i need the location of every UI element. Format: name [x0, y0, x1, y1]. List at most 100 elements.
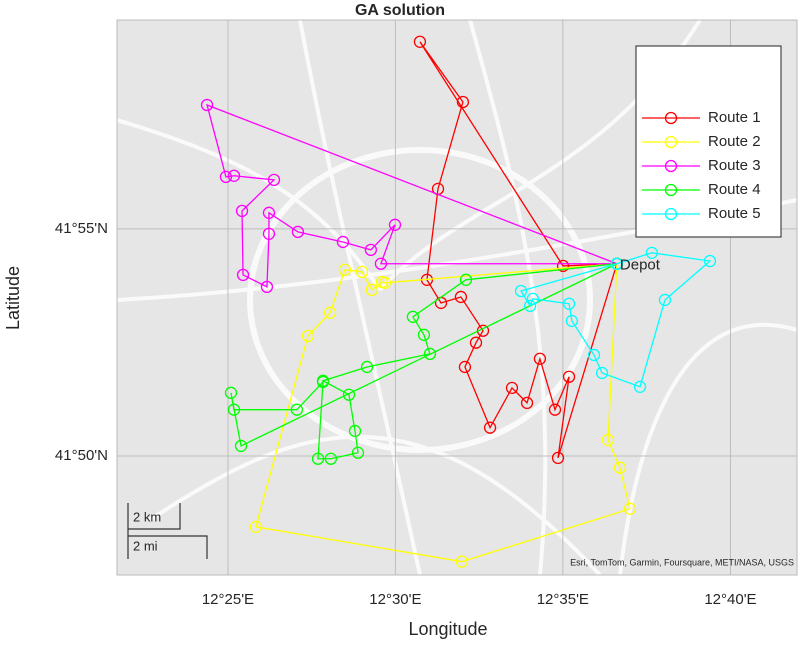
legend-label: Route 3 — [708, 157, 761, 174]
route-stop — [355, 265, 369, 279]
grid — [117, 20, 797, 575]
route-stop — [633, 380, 647, 393]
route-stop — [562, 370, 576, 383]
route-stop — [703, 254, 717, 268]
route-stop — [291, 225, 305, 239]
y-tick-label: 41°55'N — [55, 220, 108, 237]
route-stop — [526, 292, 540, 306]
route-stop — [351, 446, 365, 459]
route-stop — [227, 169, 241, 182]
route-stop — [360, 360, 374, 374]
x-tick-label: 12°35'E — [537, 591, 589, 608]
legend-marker — [664, 183, 678, 197]
attribution: Esri, TomTom, Garmin, Foursquare, METI/N… — [570, 557, 794, 567]
chart-title: GA solution — [355, 2, 445, 19]
route-line — [255, 263, 631, 563]
legend-label: Route 2 — [708, 133, 761, 150]
legend-label: Route 5 — [708, 205, 761, 222]
legend-marker — [664, 135, 678, 149]
legend-label: Route 1 — [708, 109, 761, 126]
route-stop — [551, 451, 565, 465]
annotation: Depot — [620, 257, 661, 274]
route-line — [206, 103, 618, 288]
route-stop — [610, 257, 624, 270]
route-stop — [533, 352, 547, 365]
route-stop — [316, 375, 330, 389]
route-stop — [338, 263, 352, 276]
route-stop — [587, 348, 601, 362]
legend: Route 1 Route 2 Route 3 Route 4 Route 5 — [635, 45, 782, 238]
route-stop — [455, 555, 469, 568]
x-tick-label: 12°25'E — [202, 591, 254, 608]
route-stop — [417, 328, 431, 341]
route-stop — [311, 452, 325, 465]
route-stop — [348, 424, 362, 438]
route-stop — [458, 360, 472, 374]
route-stop — [227, 403, 241, 416]
x-tick-label: 12°30'E — [369, 591, 421, 608]
route-stop — [262, 227, 276, 240]
route-stop — [658, 293, 672, 307]
route-stop — [520, 396, 534, 410]
route-stop — [613, 461, 627, 474]
scale-label: 2 km — [133, 509, 161, 524]
plot-frame — [116, 19, 798, 576]
route-stop — [565, 314, 579, 328]
route-stop — [406, 310, 420, 323]
routes — [200, 35, 717, 568]
route-stop — [262, 206, 276, 219]
map-roads — [117, 20, 797, 575]
route-stop — [236, 268, 250, 282]
route-stop — [364, 243, 378, 256]
legend-marker — [664, 111, 678, 125]
route-stop — [469, 336, 483, 349]
route-stop — [601, 433, 615, 447]
scale-label: 2 mi — [133, 538, 158, 553]
route-stop — [365, 283, 379, 297]
route-stop — [260, 280, 274, 294]
route-stop — [324, 452, 338, 465]
route-stop — [548, 403, 562, 416]
route-stop — [423, 347, 437, 361]
scale-bar: 2 km 2 mi — [127, 503, 208, 559]
route-stop — [456, 95, 470, 109]
route-stop — [413, 35, 427, 48]
route-stop — [454, 290, 468, 304]
route-stop — [388, 218, 402, 231]
route-stop — [623, 502, 637, 515]
route-stop — [562, 297, 576, 310]
route-stop — [505, 381, 519, 395]
route-stop — [374, 257, 388, 270]
route-stop — [459, 273, 473, 286]
route-stop — [556, 259, 570, 273]
route-stop — [483, 421, 497, 434]
route-stop — [200, 98, 214, 112]
route-stop — [235, 204, 249, 218]
route-stop — [249, 520, 263, 533]
route-stop — [645, 246, 659, 259]
legend-label: Route 4 — [708, 181, 761, 198]
route-stop — [267, 173, 281, 187]
x-tick-label: 12°40'E — [704, 591, 756, 608]
route-line — [230, 263, 618, 460]
route-stop — [234, 439, 248, 453]
legend-marker — [664, 159, 678, 173]
route-stop — [219, 170, 233, 184]
x-axis-label: Longitude — [408, 619, 487, 639]
route-line — [520, 252, 712, 388]
route-stop — [336, 235, 350, 249]
y-tick-label: 41°50'N — [55, 447, 108, 464]
route-stop — [290, 403, 304, 416]
route-line — [419, 41, 618, 459]
route-stop — [595, 366, 609, 380]
y-axis-label: Latitude — [3, 266, 23, 330]
route-stop — [523, 299, 537, 313]
route-stop — [514, 284, 528, 298]
route-stop — [301, 329, 315, 343]
legend-marker — [664, 207, 678, 221]
route-stop — [342, 388, 356, 401]
route-stop — [224, 386, 238, 399]
route-stop — [323, 306, 337, 319]
route-stop — [375, 275, 389, 289]
